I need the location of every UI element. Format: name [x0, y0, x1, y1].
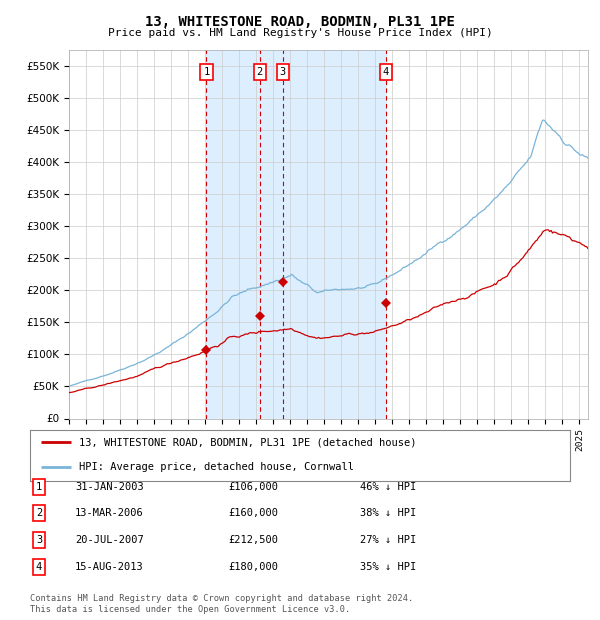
Text: 2: 2 — [36, 508, 42, 518]
Text: 1: 1 — [36, 482, 42, 492]
Text: 46% ↓ HPI: 46% ↓ HPI — [360, 482, 416, 492]
Text: 35% ↓ HPI: 35% ↓ HPI — [360, 562, 416, 572]
Text: £212,500: £212,500 — [228, 535, 278, 545]
Text: 3: 3 — [36, 535, 42, 545]
Text: 2: 2 — [256, 67, 263, 77]
Text: 13, WHITESTONE ROAD, BODMIN, PL31 1PE (detached house): 13, WHITESTONE ROAD, BODMIN, PL31 1PE (d… — [79, 437, 416, 448]
Text: 20-JUL-2007: 20-JUL-2007 — [75, 535, 144, 545]
Bar — [206, 50, 386, 419]
Text: 4: 4 — [383, 67, 389, 77]
Text: 1: 1 — [203, 67, 209, 77]
Text: 27% ↓ HPI: 27% ↓ HPI — [360, 535, 416, 545]
Text: 31-JAN-2003: 31-JAN-2003 — [75, 482, 144, 492]
Text: 4: 4 — [36, 562, 42, 572]
Text: 38% ↓ HPI: 38% ↓ HPI — [360, 508, 416, 518]
Text: Contains HM Land Registry data © Crown copyright and database right 2024.: Contains HM Land Registry data © Crown c… — [30, 593, 413, 603]
Text: £160,000: £160,000 — [228, 508, 278, 518]
Text: £180,000: £180,000 — [228, 562, 278, 572]
Text: £106,000: £106,000 — [228, 482, 278, 492]
Text: 3: 3 — [280, 67, 286, 77]
Text: Price paid vs. HM Land Registry's House Price Index (HPI): Price paid vs. HM Land Registry's House … — [107, 28, 493, 38]
Text: 13, WHITESTONE ROAD, BODMIN, PL31 1PE: 13, WHITESTONE ROAD, BODMIN, PL31 1PE — [145, 15, 455, 29]
Text: 13-MAR-2006: 13-MAR-2006 — [75, 508, 144, 518]
Text: This data is licensed under the Open Government Licence v3.0.: This data is licensed under the Open Gov… — [30, 604, 350, 614]
Text: HPI: Average price, detached house, Cornwall: HPI: Average price, detached house, Corn… — [79, 462, 353, 472]
Text: 15-AUG-2013: 15-AUG-2013 — [75, 562, 144, 572]
